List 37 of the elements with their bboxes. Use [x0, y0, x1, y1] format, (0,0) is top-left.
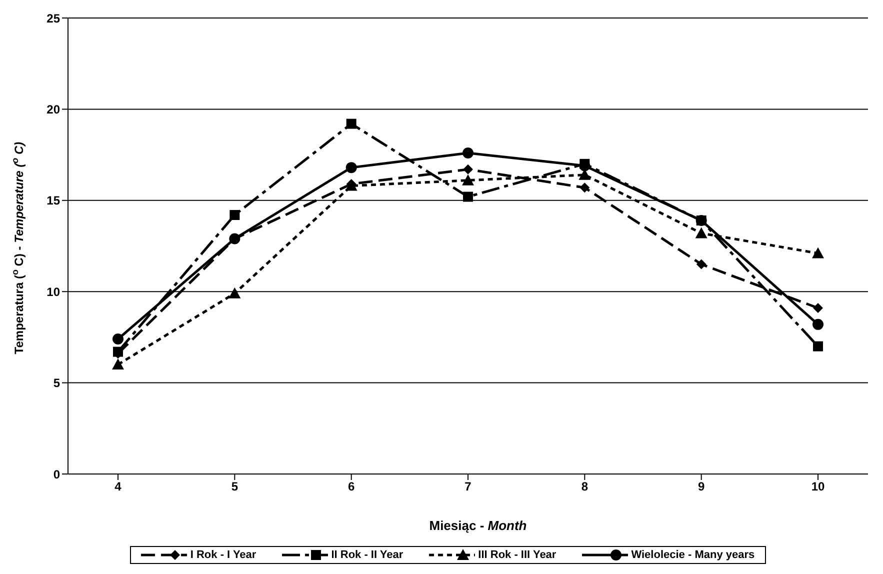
point: [463, 164, 473, 174]
x-tick-label: 9: [698, 480, 705, 494]
y-tick-label: 0: [53, 467, 60, 482]
point: [346, 162, 357, 174]
y-tick-label: 10: [46, 284, 60, 299]
x-axis-title: Miesiąc - Month: [429, 518, 527, 533]
legend-label: Wielolecie - Many years: [630, 549, 755, 561]
y-tick-label: 5: [53, 376, 60, 390]
point: [228, 287, 241, 298]
point: [462, 147, 474, 158]
y-tick-label: 25: [46, 11, 60, 26]
point: [230, 210, 240, 220]
point: [813, 341, 823, 352]
y-tick-label: 20: [46, 102, 60, 116]
point: [813, 303, 823, 314]
y-tick-label: 15: [46, 194, 60, 208]
point: [695, 227, 708, 238]
x-tick-label: 10: [811, 480, 825, 494]
point: [812, 247, 824, 258]
x-tick-label: 5: [231, 480, 238, 494]
x-tick-label: 6: [348, 480, 355, 494]
point: [463, 192, 473, 202]
legend-label: III Rok - III Year: [477, 549, 556, 561]
legend-label: I Rok - I Year: [189, 549, 256, 561]
point: [462, 174, 474, 186]
point: [580, 158, 590, 169]
point: [112, 334, 124, 345]
x-tick-label: 7: [464, 480, 472, 494]
point: [696, 259, 706, 270]
x-tick-label: 4: [114, 480, 122, 494]
point: [696, 215, 706, 226]
legend-label: II Rok - II Year: [330, 549, 404, 561]
point: [112, 358, 124, 370]
point: [580, 182, 590, 193]
x-tick-label: 8: [581, 480, 588, 494]
point: [812, 318, 824, 330]
point: [346, 118, 356, 129]
